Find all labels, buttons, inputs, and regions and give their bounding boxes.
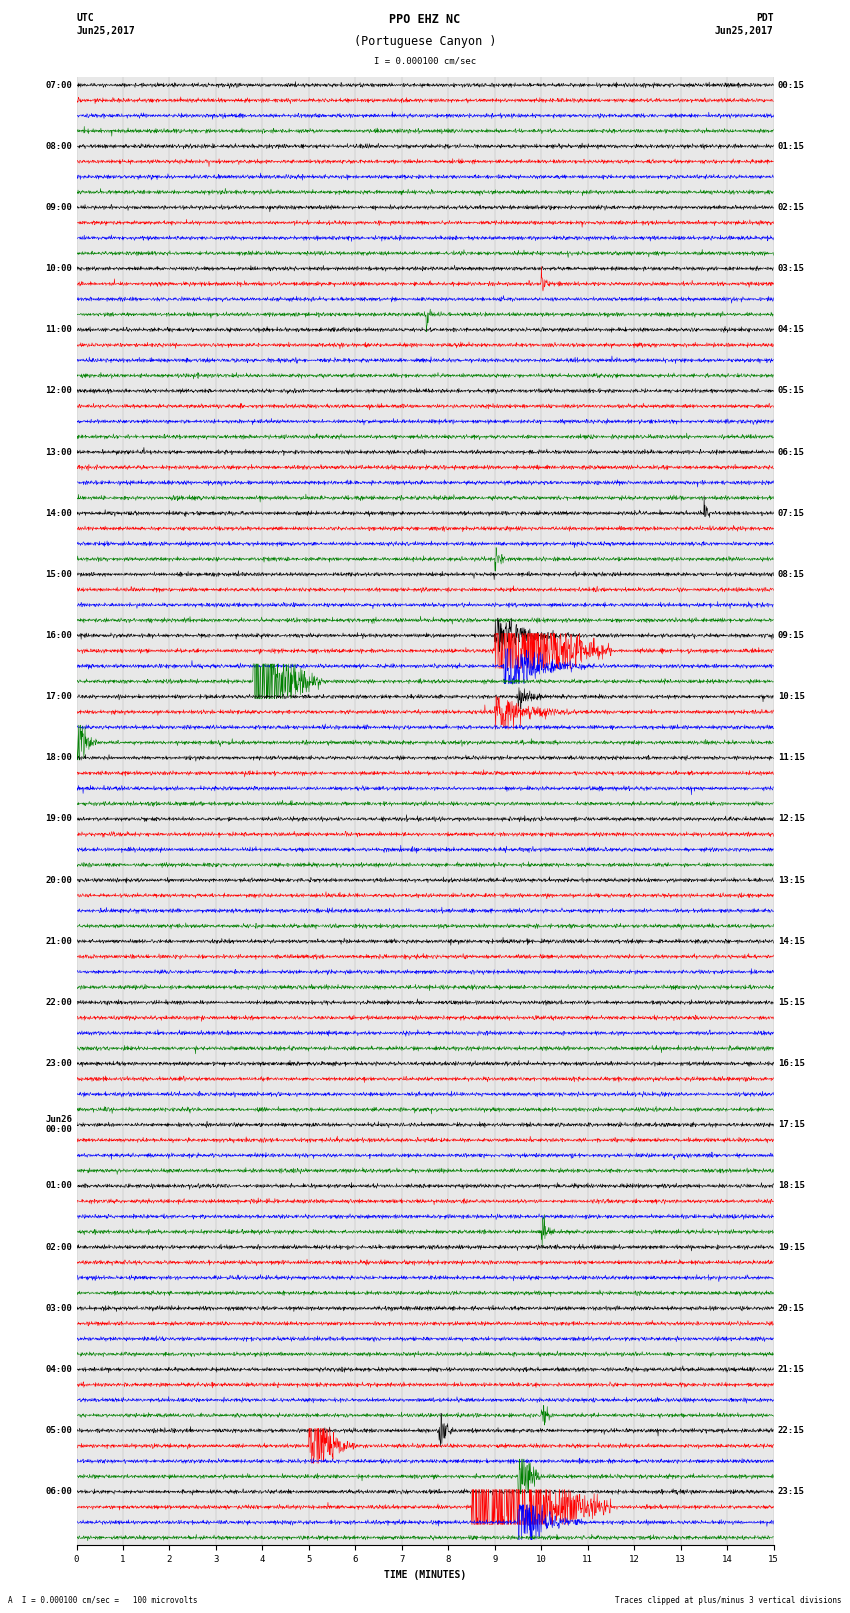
Text: 03:15: 03:15 — [778, 265, 805, 273]
Text: 22:00: 22:00 — [45, 998, 72, 1007]
Text: 15:00: 15:00 — [45, 569, 72, 579]
Text: 12:15: 12:15 — [778, 815, 805, 824]
Text: 08:15: 08:15 — [778, 569, 805, 579]
Text: 15:15: 15:15 — [778, 998, 805, 1007]
Text: 22:15: 22:15 — [778, 1426, 805, 1436]
Text: 20:00: 20:00 — [45, 876, 72, 884]
Text: 17:15: 17:15 — [778, 1121, 805, 1129]
Text: 18:00: 18:00 — [45, 753, 72, 763]
Text: Jun25,2017: Jun25,2017 — [715, 26, 774, 35]
Text: 05:15: 05:15 — [778, 387, 805, 395]
Text: 09:15: 09:15 — [778, 631, 805, 640]
Text: 02:00: 02:00 — [45, 1242, 72, 1252]
Text: 16:15: 16:15 — [778, 1060, 805, 1068]
Text: 07:15: 07:15 — [778, 508, 805, 518]
Text: 01:15: 01:15 — [778, 142, 805, 150]
Text: 19:00: 19:00 — [45, 815, 72, 824]
Text: 19:15: 19:15 — [778, 1242, 805, 1252]
Text: 03:00: 03:00 — [45, 1303, 72, 1313]
Text: 08:00: 08:00 — [45, 142, 72, 150]
Text: 21:00: 21:00 — [45, 937, 72, 945]
Text: 20:15: 20:15 — [778, 1303, 805, 1313]
Text: 10:00: 10:00 — [45, 265, 72, 273]
Text: 17:00: 17:00 — [45, 692, 72, 702]
Text: 18:15: 18:15 — [778, 1181, 805, 1190]
Text: A  I = 0.000100 cm/sec =   100 microvolts: A I = 0.000100 cm/sec = 100 microvolts — [8, 1595, 198, 1605]
Text: 23:15: 23:15 — [778, 1487, 805, 1497]
Text: 21:15: 21:15 — [778, 1365, 805, 1374]
Text: 11:00: 11:00 — [45, 326, 72, 334]
Text: 01:00: 01:00 — [45, 1181, 72, 1190]
Text: 11:15: 11:15 — [778, 753, 805, 763]
Text: (Portuguese Canyon ): (Portuguese Canyon ) — [354, 35, 496, 48]
Text: Jun26
00:00: Jun26 00:00 — [45, 1115, 72, 1134]
Text: Traces clipped at plus/minus 3 vertical divisions: Traces clipped at plus/minus 3 vertical … — [615, 1595, 842, 1605]
Text: 09:00: 09:00 — [45, 203, 72, 211]
Text: 04:00: 04:00 — [45, 1365, 72, 1374]
Text: 16:00: 16:00 — [45, 631, 72, 640]
Text: 10:15: 10:15 — [778, 692, 805, 702]
Text: 12:00: 12:00 — [45, 387, 72, 395]
Text: PDT: PDT — [756, 13, 774, 23]
Text: 06:00: 06:00 — [45, 1487, 72, 1497]
Text: 13:00: 13:00 — [45, 447, 72, 456]
Text: 04:15: 04:15 — [778, 326, 805, 334]
X-axis label: TIME (MINUTES): TIME (MINUTES) — [384, 1569, 466, 1579]
Text: 06:15: 06:15 — [778, 447, 805, 456]
Text: 14:00: 14:00 — [45, 508, 72, 518]
Text: 00:15: 00:15 — [778, 81, 805, 90]
Text: Jun25,2017: Jun25,2017 — [76, 26, 135, 35]
Text: 13:15: 13:15 — [778, 876, 805, 884]
Text: PPO EHZ NC: PPO EHZ NC — [389, 13, 461, 26]
Text: 23:00: 23:00 — [45, 1060, 72, 1068]
Text: 02:15: 02:15 — [778, 203, 805, 211]
Text: 05:00: 05:00 — [45, 1426, 72, 1436]
Text: UTC: UTC — [76, 13, 94, 23]
Text: 07:00: 07:00 — [45, 81, 72, 90]
Text: 14:15: 14:15 — [778, 937, 805, 945]
Text: I = 0.000100 cm/sec: I = 0.000100 cm/sec — [374, 56, 476, 66]
